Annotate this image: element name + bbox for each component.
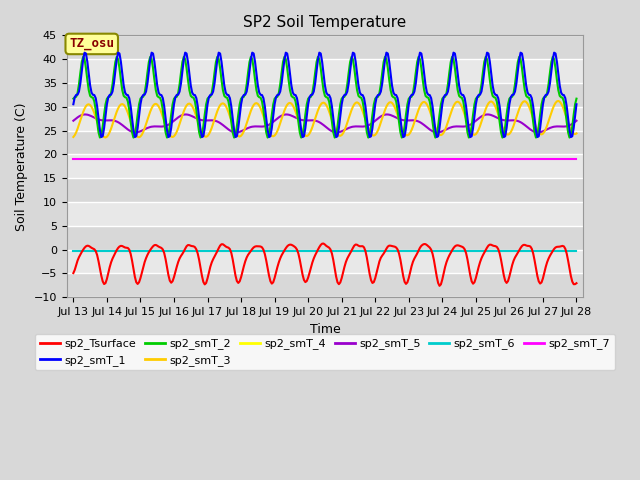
Bar bbox=[67, 131, 583, 155]
Legend: sp2_Tsurface, sp2_smT_1, sp2_smT_2, sp2_smT_3, sp2_smT_4, sp2_smT_5, sp2_smT_6, : sp2_Tsurface, sp2_smT_1, sp2_smT_2, sp2_… bbox=[35, 334, 615, 370]
Bar bbox=[67, 202, 583, 226]
Bar bbox=[67, 226, 583, 250]
Bar bbox=[67, 83, 583, 107]
Title: SP2 Soil Temperature: SP2 Soil Temperature bbox=[243, 15, 406, 30]
Bar bbox=[67, 36, 583, 59]
Bar bbox=[67, 250, 583, 274]
X-axis label: Time: Time bbox=[310, 323, 340, 336]
Text: TZ_osu: TZ_osu bbox=[69, 37, 114, 50]
Bar bbox=[67, 107, 583, 131]
Bar bbox=[67, 274, 583, 297]
Bar bbox=[67, 59, 583, 83]
Bar bbox=[67, 178, 583, 202]
Y-axis label: Soil Temperature (C): Soil Temperature (C) bbox=[15, 102, 28, 230]
Bar bbox=[67, 155, 583, 178]
